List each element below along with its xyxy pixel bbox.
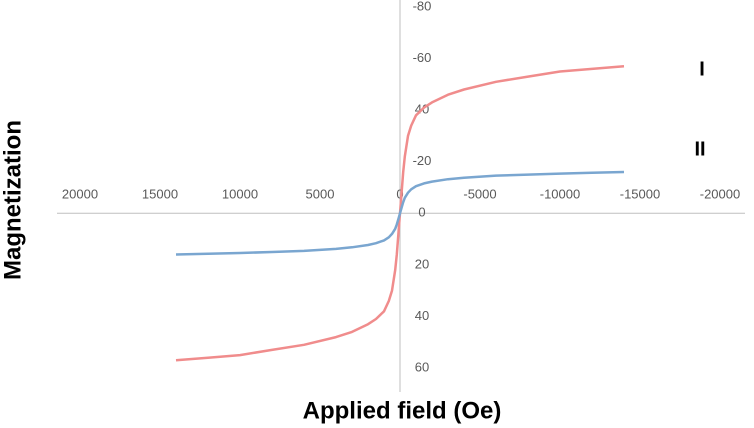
x-tick-label: -10000	[540, 187, 580, 202]
x-axis-title: Applied field (Oe)	[303, 397, 502, 424]
annotation: I	[699, 58, 705, 80]
x-tick-label: 5000	[306, 187, 335, 202]
x-tick-label: -5000	[463, 187, 496, 202]
y-tick-label: 40	[415, 308, 429, 323]
series-line	[175, 170, 625, 256]
x-tick-label: -15000	[620, 187, 660, 202]
x-tick-label: 10000	[222, 187, 258, 202]
y-tick-label: -80	[413, 0, 432, 13]
x-tick-label: -20000	[700, 187, 740, 202]
y-tick-label: 20	[415, 256, 429, 271]
y-tick-label: -20	[413, 153, 432, 168]
x-tick-label: 15000	[142, 187, 178, 202]
y-tick-label: 60	[415, 359, 429, 374]
x-tick-label: 0	[396, 187, 403, 202]
annotation: II	[694, 138, 705, 160]
x-tick-label: 20000	[62, 187, 98, 202]
y-tick-label: 0	[418, 205, 425, 220]
y-tick-label: -60	[413, 50, 432, 65]
y-axis-title: Magnetization	[0, 120, 26, 280]
